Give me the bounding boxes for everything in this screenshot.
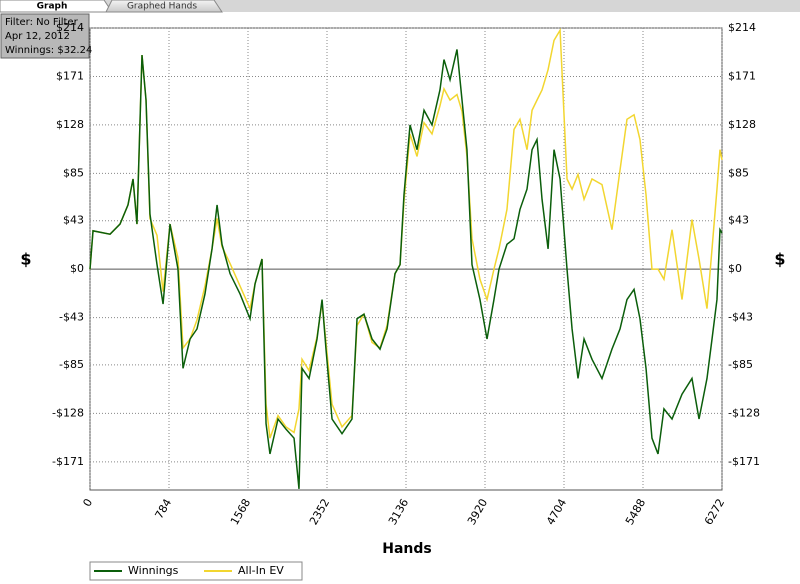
y-tick-label: -$128 (52, 406, 84, 419)
x-tick-label: 6272 (702, 497, 727, 528)
y-tick-label: $171 (56, 69, 84, 82)
y-tick-label: -$85 (728, 358, 753, 371)
x-tick-label: 0 (80, 497, 95, 510)
info-winnings: Winnings: $32.24 (5, 45, 92, 56)
y-tick-label: $0 (70, 262, 84, 275)
x-tick-label: 2352 (307, 497, 332, 528)
y-axis-label: $ (20, 250, 31, 269)
y-tick-label: -$43 (728, 311, 753, 324)
y-tick-label: $43 (63, 214, 84, 227)
series-line (89, 27, 723, 439)
tab-graphed-hands[interactable] (105, 0, 223, 13)
tab-graph[interactable] (0, 0, 113, 13)
x-tick-label: 1568 (228, 497, 253, 528)
info-box (0, 13, 90, 59)
info-date: Apr 12, 2012 (5, 31, 70, 42)
y-tick-label: $214 (56, 21, 84, 34)
x-tick-label: 3136 (386, 497, 411, 528)
legend-label: All-In EV (238, 564, 284, 577)
x-tick-label: 4704 (544, 497, 569, 528)
y-tick-label: -$171 (728, 455, 760, 468)
y-tick-label: $43 (728, 214, 749, 227)
tab-label[interactable]: Graph (37, 2, 68, 12)
y-axis-label: $ (774, 250, 785, 269)
x-tick-label: 5488 (623, 497, 648, 528)
y-tick-label: $214 (728, 21, 756, 34)
legend (89, 561, 303, 581)
series-line (89, 49, 723, 489)
y-tick-label: $85 (728, 166, 749, 179)
plot (89, 27, 723, 491)
y-tick-label: -$43 (59, 311, 84, 324)
legend-label: Winnings (128, 564, 179, 577)
y-tick-label: -$85 (59, 358, 84, 371)
y-tick-label: -$128 (728, 406, 760, 419)
y-tick-label: $0 (728, 262, 742, 275)
y-tick-label: $85 (63, 166, 84, 179)
x-tick-label: 3920 (465, 497, 490, 528)
x-axis-label: Hands (382, 541, 432, 557)
info-filter: Filter: No Filter (5, 17, 79, 28)
y-tick-label: $128 (728, 118, 756, 131)
y-tick-label: $171 (728, 69, 756, 82)
tab-label[interactable]: Graphed Hands (127, 2, 197, 12)
y-tick-label: $128 (56, 118, 84, 131)
y-tick-label: -$171 (52, 455, 84, 468)
x-tick-label: 784 (152, 497, 174, 522)
